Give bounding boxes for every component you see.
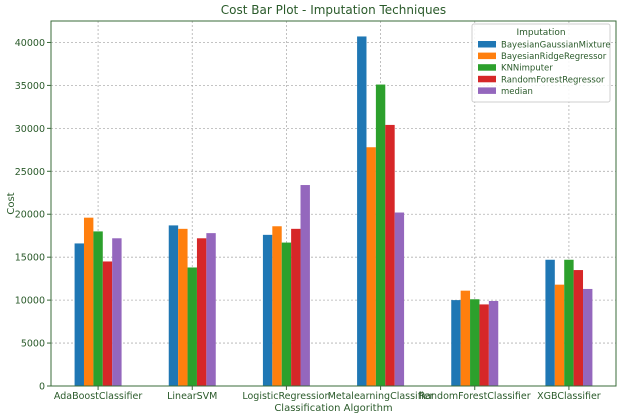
x-axis-label: Classification Algorithm [274,403,392,414]
bar [564,259,574,386]
y-tick-label: 35000 [15,81,45,92]
bar [583,288,593,386]
legend: Imputation BayesianGaussianMixtureBayesia… [471,23,611,103]
x-tick-label: MetalearningClassifier [328,391,434,402]
bar [479,304,489,386]
bar [366,147,376,386]
legend-swatch [478,87,496,94]
bar [545,259,555,386]
bar [394,212,405,386]
bar [112,238,122,386]
y-tick-label: 40000 [15,38,45,49]
legend-swatch [478,52,496,60]
bar [554,284,565,386]
y-tick-label: 30000 [15,124,45,135]
bar [262,234,273,386]
x-tick-label: RandomForestClassifier [419,391,531,402]
x-axis-ticks: AdaBoostClassifier LinearSVM LogisticRegre… [54,386,601,402]
legend-label: median [501,87,533,97]
chart-title: Cost Bar Plot - Imputation Techniques [221,3,446,17]
y-tick-label: 5000 [21,339,45,350]
legend-swatch [478,41,496,48]
bar [573,270,584,386]
bar [451,300,461,386]
x-tick-label: LinearSVM [167,391,217,402]
bar [187,267,197,386]
bar [74,243,84,386]
bar [281,242,292,386]
bar [93,231,103,386]
plot-frame [50,20,617,387]
legend-label: RandomForestRegressor [501,75,605,85]
legend-swatch [478,75,496,83]
y-tick-label: 20000 [15,210,45,221]
y-tick-label: 0 [39,382,45,393]
legend-label: BayesianGaussianMixture [501,41,611,51]
legend-box [471,23,611,103]
legend-title: Imputation [516,28,565,38]
bar [178,228,188,386]
bars [74,36,593,386]
bar [460,290,471,386]
bar [291,228,301,386]
bar [168,225,179,386]
y-axis-ticks: 0 5000 10000 15000 20000 25000 30000 35000 40000 [15,38,51,393]
bar [196,238,207,386]
bar [375,84,386,386]
y-tick-label: 10000 [15,296,45,307]
bar [102,261,113,386]
x-tick-label: AdaBoostClassifier [54,391,142,402]
bar [83,217,94,386]
bar [272,226,282,386]
legend-label: KNNimputer [501,64,553,74]
legend-swatch [478,64,496,71]
bar [357,36,367,386]
x-tick-label: XGBClassifier [537,391,601,402]
bar [206,233,216,386]
bar [488,300,499,386]
y-tick-label: 15000 [15,253,45,264]
x-tick-label: LogisticRegression [242,391,330,402]
bar [385,124,395,386]
y-tick-label: 25000 [15,167,45,178]
bar [300,185,310,386]
bar [470,299,480,386]
legend-label: BayesianRidgeRegressor [501,52,607,62]
y-axis-label: Cost [6,192,17,214]
